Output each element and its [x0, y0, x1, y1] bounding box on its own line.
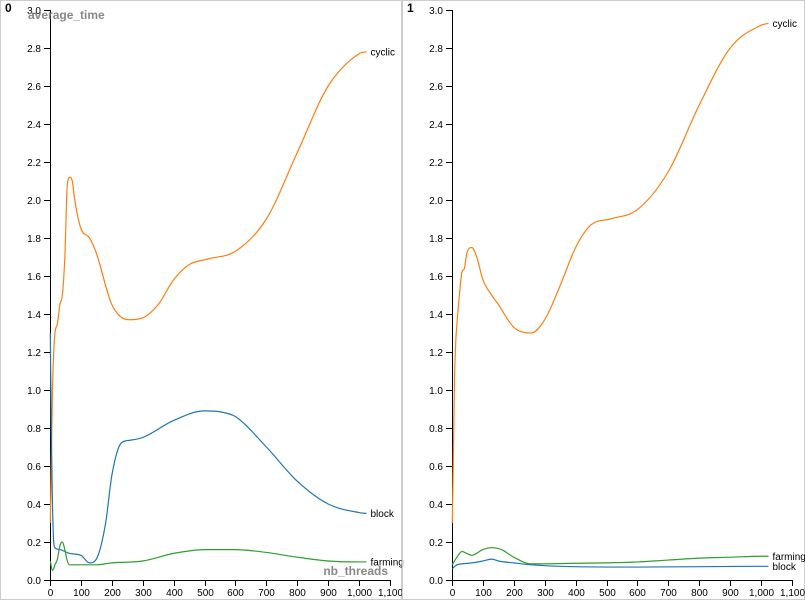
panel-frame — [402, 0, 805, 600]
y-tick-label: 1.0 — [27, 386, 41, 397]
y-tick-label: 2.0 — [429, 196, 443, 207]
y-tick-label: 2.8 — [429, 44, 443, 55]
series-line-cyclic — [49, 51, 367, 524]
x-tick-label: 100 — [73, 588, 90, 599]
x-tick-label: 300 — [135, 588, 152, 599]
x-tick-label: 400 — [166, 588, 183, 599]
y-tick-label: 0.0 — [429, 576, 443, 587]
panel-label: 0 — [5, 1, 12, 15]
x-tick-label: 700 — [660, 588, 677, 599]
x-tick-label: 1,100 — [378, 588, 403, 599]
y-tick-label: 0.4 — [429, 500, 443, 511]
y-tick-label: 0.6 — [27, 462, 41, 473]
series-label: farming — [773, 552, 805, 563]
x-tick-label: 500 — [197, 588, 214, 599]
y-tick-label: 1.6 — [429, 272, 443, 283]
x-tick-label: 800 — [691, 588, 708, 599]
x-tick-label: 600 — [629, 588, 646, 599]
x-axis-title: nb_threads — [323, 564, 388, 578]
x-tick-label: 0 — [450, 588, 456, 599]
panel-frame — [0, 0, 402, 600]
y-tick-label: 2.4 — [27, 120, 41, 131]
y-tick-label: 2.2 — [27, 158, 41, 169]
y-tick-label: 2.8 — [27, 44, 41, 55]
series-line-block — [451, 558, 769, 570]
x-tick-label: 800 — [289, 588, 306, 599]
y-tick-label: 2.2 — [429, 158, 443, 169]
series-label: cyclic — [371, 47, 395, 58]
x-tick-label: 1,100 — [780, 588, 805, 599]
y-tick-label: 2.6 — [27, 82, 41, 93]
y-tick-label: 1.6 — [27, 272, 41, 283]
series-label: block — [371, 509, 395, 520]
y-tick-label: 0.2 — [429, 538, 443, 549]
y-tick-label: 1.2 — [27, 348, 41, 359]
series-line-farming — [49, 541, 367, 572]
series-line-block — [49, 332, 367, 564]
x-tick-label: 600 — [227, 588, 244, 599]
chart-panel-1: 1 0.0 0.2 0.4 0.6 0.8 1.0 1.2 1.4 1.6 1.8 2.0 2.2 2.4… — [402, 0, 805, 600]
y-tick-label: 0.2 — [27, 538, 41, 549]
y-tick-label: 3.0 — [429, 6, 443, 17]
y-tick-label: 1.4 — [27, 310, 41, 321]
series-line-farming — [451, 547, 769, 566]
series-label: cyclic — [773, 19, 797, 30]
y-tick-label: 2.6 — [429, 82, 443, 93]
y-tick-label: 0.0 — [27, 576, 41, 587]
y-tick-label: 0.6 — [429, 462, 443, 473]
panel-label: 1 — [407, 1, 414, 15]
series-label: farming — [371, 557, 404, 568]
x-tick-label: 300 — [537, 588, 554, 599]
x-tick-label: 400 — [568, 588, 585, 599]
x-tick-label: 100 — [475, 588, 492, 599]
series-label: block — [773, 562, 797, 573]
x-tick-label: 1,000 — [749, 588, 774, 599]
x-tick-label: 200 — [506, 588, 523, 599]
series-line-cyclic — [451, 22, 769, 524]
y-tick-label: 1.8 — [429, 234, 443, 245]
y-tick-label: 0.4 — [27, 500, 41, 511]
y-tick-label: 1.4 — [429, 310, 443, 321]
y-tick-label: 2.0 — [27, 196, 41, 207]
y-tick-label: 1.0 — [429, 386, 443, 397]
y-tick-label: 3.0 — [27, 6, 41, 17]
y-axis-title: average_time — [28, 8, 105, 22]
x-tick-label: 0 — [48, 588, 54, 599]
y-tick-label: 0.8 — [429, 424, 443, 435]
y-tick-label: 1.8 — [27, 234, 41, 245]
x-tick-label: 700 — [258, 588, 275, 599]
y-tick-label: 0.8 — [27, 424, 41, 435]
x-tick-label: 900 — [722, 588, 739, 599]
x-tick-label: 500 — [599, 588, 616, 599]
x-tick-label: 1,000 — [347, 588, 372, 599]
x-tick-label: 200 — [104, 588, 121, 599]
y-tick-label: 1.2 — [429, 348, 443, 359]
chart-panel-0: 0 0.0 0.2 0.4 0.6 0.8 1.0 1.2 1.4 1.6 1.8 2.0 2.2 2.4… — [0, 0, 404, 600]
x-tick-label: 900 — [320, 588, 337, 599]
y-tick-label: 2.4 — [429, 120, 443, 131]
